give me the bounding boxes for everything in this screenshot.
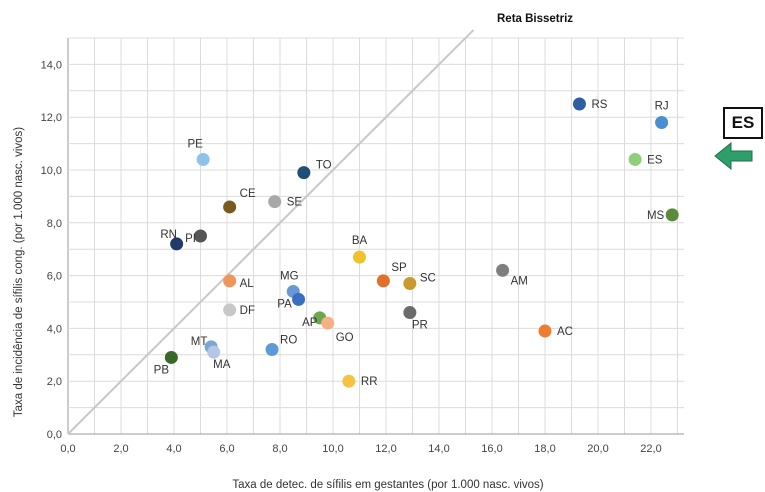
point-pr <box>403 306 417 320</box>
y-tick-label: 14,0 <box>41 59 62 71</box>
point-ba <box>353 250 366 264</box>
point-go <box>321 316 335 330</box>
point-label-rn: RN <box>160 229 177 241</box>
point-pi <box>194 229 207 243</box>
point-df <box>223 303 237 317</box>
x-tick-label: 4,0 <box>166 443 181 455</box>
x-tick-labels: 0,0 2,0 4,0 6,0 8,0 10,0 12,0 14,0 16,0 18,0 20,0 2… <box>60 443 661 455</box>
x-axis-label: Taxa de detec. de sífilis em gestantes (… <box>232 479 543 491</box>
point-label-rj: RJ <box>655 100 669 112</box>
x-tick-label: 12,0 <box>375 443 396 455</box>
x-tick-label: 10,0 <box>322 443 343 455</box>
bisector-label: Reta Bissetriz <box>497 13 573 25</box>
y-tick-label: 4,0 <box>47 323 62 335</box>
x-tick-label: 16,0 <box>481 443 502 455</box>
data-points <box>164 97 679 388</box>
point-am <box>496 263 510 277</box>
point-al <box>223 274 237 288</box>
point-ma <box>207 345 221 359</box>
point-label-pe: PE <box>187 138 203 150</box>
point-label-pi: PI <box>185 233 196 245</box>
point-label-al: AL <box>240 278 255 290</box>
point-label-rr: RR <box>361 376 378 388</box>
point-label-ap: AP <box>302 317 318 329</box>
y-tick-label: 12,0 <box>41 112 62 124</box>
y-tick-label: 8,0 <box>47 218 62 230</box>
point-rr <box>342 374 356 388</box>
y-tick-label: 10,0 <box>41 165 62 177</box>
point-label-go: GO <box>336 332 354 344</box>
point-label-pb: PB <box>154 364 170 376</box>
point-ms <box>665 208 679 222</box>
point-label-pa: PA <box>277 298 292 310</box>
point-labels: RS RJ ES MS PE TO CE SE RN PI BA AL MG PA SP SC AM DF PR AP… <box>154 99 669 388</box>
point-label-ac: AC <box>557 326 573 338</box>
point-label-df: DF <box>240 305 255 317</box>
point-rs <box>572 97 586 111</box>
point-ac <box>538 324 552 338</box>
point-label-ba: BA <box>352 235 368 247</box>
point-label-to: TO <box>316 160 332 172</box>
y-tick-label: 0,0 <box>47 429 62 441</box>
point-label-es: ES <box>647 154 663 166</box>
x-tick-label: 0,0 <box>60 443 75 455</box>
point-rj <box>655 115 669 129</box>
point-ro <box>265 343 279 357</box>
grid <box>67 37 684 435</box>
point-to <box>297 166 311 180</box>
point-label-ma: MA <box>213 359 231 371</box>
point-label-sc: SC <box>420 273 436 285</box>
x-tick-label: 20,0 <box>587 443 608 455</box>
point-sc <box>403 277 417 291</box>
point-se <box>268 195 282 209</box>
x-tick-label: 14,0 <box>428 443 449 455</box>
point-ce <box>223 200 237 214</box>
point-es <box>628 152 642 166</box>
point-label-am: AM <box>511 275 528 287</box>
point-sp <box>376 274 390 288</box>
point-pa <box>292 292 306 306</box>
x-tick-label: 2,0 <box>113 443 128 455</box>
point-pe <box>196 152 210 166</box>
point-label-pr: PR <box>412 320 428 332</box>
point-label-mt: MT <box>191 336 208 348</box>
point-label-ms: MS <box>647 210 665 222</box>
callout-arrow-icon <box>714 141 753 171</box>
y-tick-labels: 0,0 2,0 4,0 6,0 8,0 10,0 12,0 14,0 <box>41 59 62 441</box>
y-tick-label: 2,0 <box>47 376 62 388</box>
es-callout-box: ES <box>723 107 763 139</box>
point-rn <box>170 237 184 251</box>
point-label-mg: MG <box>280 270 299 282</box>
x-tick-label: 18,0 <box>534 443 555 455</box>
x-tick-label: 8,0 <box>272 443 287 455</box>
point-label-sp: SP <box>391 262 407 274</box>
y-tick-label: 6,0 <box>47 271 62 283</box>
bisector-line <box>67 29 475 435</box>
x-tick-label: 22,0 <box>640 443 661 455</box>
point-label-rs: RS <box>591 99 607 111</box>
point-label-ro: RO <box>280 335 297 347</box>
point-label-se: SE <box>287 197 303 209</box>
point-label-ce: CE <box>240 188 256 200</box>
x-tick-label: 6,0 <box>219 443 234 455</box>
y-axis-label: Taxa de incidência de sífilis cong. (por… <box>13 127 25 417</box>
point-pb <box>164 350 178 364</box>
